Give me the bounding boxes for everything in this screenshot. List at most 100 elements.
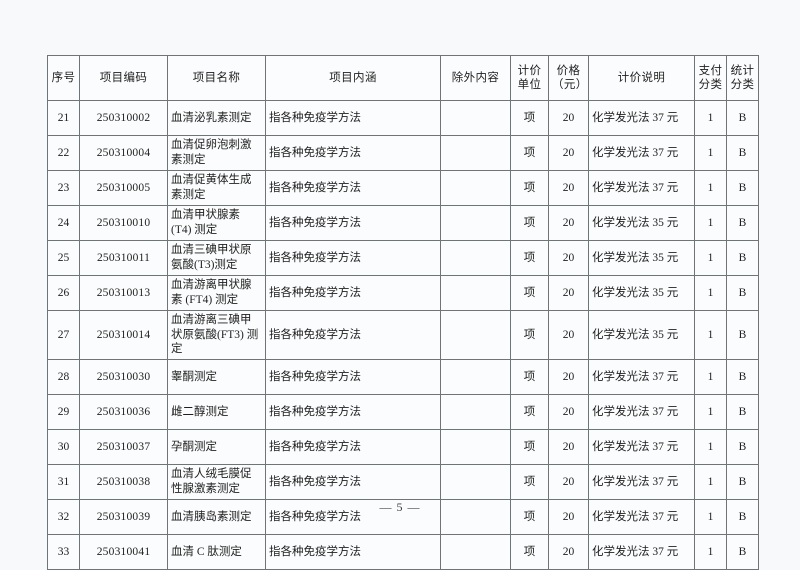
cell-exclude <box>440 100 511 136</box>
cell-pay: 1 <box>694 170 727 206</box>
cell-unit: 项 <box>510 100 549 136</box>
cell-unit: 项 <box>510 240 549 276</box>
cell-name: 血清游离三碘甲状原氨酸(FT3) 测定 <box>167 309 266 361</box>
cell-unit: 项 <box>510 359 549 396</box>
cell-stat: B <box>726 240 759 276</box>
column-header-pay-line1: 支付 <box>698 64 723 77</box>
cell-stat: B <box>726 100 759 136</box>
cell-seq: 28 <box>47 359 80 396</box>
cell-unit: 项 <box>510 394 549 431</box>
cell-pay: 1 <box>694 464 727 501</box>
cell-stat: B <box>726 534 759 570</box>
cell-pay: 1 <box>694 135 727 171</box>
cell-desc: 化学发光法 37 元 <box>588 135 695 171</box>
column-header-content: 项目内涵 <box>265 55 441 101</box>
price-table-container: 序号 项目编码 项目名称 项目内涵 除外内容 计价 单位 价格 （元） 计价说明 <box>47 55 759 570</box>
cell-price: 20 <box>548 240 589 276</box>
cell-price: 20 <box>548 205 589 241</box>
cell-desc: 化学发光法 37 元 <box>588 429 695 466</box>
cell-stat: B <box>726 429 759 466</box>
cell-exclude <box>440 170 511 206</box>
cell-desc: 化学发光法 37 元 <box>588 100 695 136</box>
column-header-unit-line1: 计价 <box>517 64 542 77</box>
cell-unit: 项 <box>510 170 549 206</box>
cell-content: 指各种免疫学方法 <box>265 240 441 276</box>
cell-code: 250310010 <box>79 205 168 241</box>
cell-price: 20 <box>548 499 589 536</box>
cell-desc: 化学发光法 37 元 <box>588 499 695 536</box>
cell-content: 指各种免疫学方法 <box>265 499 441 536</box>
cell-code: 250310030 <box>79 359 168 396</box>
cell-exclude <box>440 240 511 276</box>
cell-desc: 化学发光法 35 元 <box>588 240 695 276</box>
cell-seq: 31 <box>47 464 80 501</box>
cell-exclude <box>440 205 511 241</box>
cell-price: 20 <box>548 534 589 570</box>
cell-name: 血清甲状腺素 (T4) 测定 <box>167 205 266 241</box>
table-header-row: 序号 项目编码 项目名称 项目内涵 除外内容 计价 单位 价格 （元） 计价说明 <box>47 55 759 101</box>
cell-price: 20 <box>548 394 589 431</box>
cell-desc: 化学发光法 35 元 <box>588 205 695 241</box>
cell-exclude <box>440 464 511 501</box>
cell-seq: 29 <box>47 394 80 431</box>
cell-content: 指各种免疫学方法 <box>265 275 441 311</box>
table-row: 22 250310004 血清促卵泡刺激素测定 指各种免疫学方法 项 20 化学发光法 37… <box>47 135 759 171</box>
column-header-name-label: 项目名称 <box>192 71 241 84</box>
cell-name: 血清三碘甲状原氨酸(T3)测定 <box>167 240 266 276</box>
cell-content: 指各种免疫学方法 <box>265 534 441 570</box>
cell-content: 指各种免疫学方法 <box>265 135 441 171</box>
cell-content: 指各种免疫学方法 <box>265 394 441 431</box>
cell-pay: 1 <box>694 205 727 241</box>
cell-price: 20 <box>548 135 589 171</box>
cell-desc: 化学发光法 35 元 <box>588 309 695 361</box>
cell-desc: 化学发光法 37 元 <box>588 170 695 206</box>
page-number-footer: — 5 — <box>379 500 421 514</box>
cell-pay: 1 <box>694 275 727 311</box>
table-row: 26 250310013 血清游离甲状腺素 (FT4) 测定 指各种免疫学方法 项 20 化… <box>47 275 759 311</box>
cell-unit: 项 <box>510 534 549 570</box>
cell-exclude <box>440 394 511 431</box>
cell-unit: 项 <box>510 464 549 501</box>
cell-seq: 30 <box>47 429 80 466</box>
cell-content: 指各种免疫学方法 <box>265 309 441 361</box>
cell-stat: B <box>726 275 759 311</box>
cell-content: 指各种免疫学方法 <box>265 205 441 241</box>
cell-exclude <box>440 309 511 361</box>
cell-name: 孕酮测定 <box>167 429 266 466</box>
cell-pay: 1 <box>694 240 727 276</box>
cell-desc: 化学发光法 37 元 <box>588 359 695 396</box>
cell-code: 250310039 <box>79 499 168 536</box>
cell-code: 250310013 <box>79 275 168 311</box>
cell-price: 20 <box>548 359 589 396</box>
table-row: 33 250310041 血清 C 肽测定 指各种免疫学方法 项 20 化学发光法 37 元… <box>47 534 759 570</box>
cell-code: 250310011 <box>79 240 168 276</box>
column-header-unit: 计价 单位 <box>510 55 549 101</box>
cell-seq: 22 <box>47 135 80 171</box>
cell-price: 20 <box>548 309 589 361</box>
cell-code: 250310041 <box>79 534 168 570</box>
cell-price: 20 <box>548 429 589 466</box>
column-header-code: 项目编码 <box>79 55 168 101</box>
column-header-stat: 统计 分类 <box>726 55 759 101</box>
table-row: 23 250310005 血清促黄体生成素测定 指各种免疫学方法 项 20 化学发光法 37… <box>47 170 759 206</box>
cell-seq: 26 <box>47 275 80 311</box>
cell-content: 指各种免疫学方法 <box>265 359 441 396</box>
cell-unit: 项 <box>510 205 549 241</box>
cell-pay: 1 <box>694 429 727 466</box>
cell-seq: 33 <box>47 534 80 570</box>
cell-desc: 化学发光法 37 元 <box>588 464 695 501</box>
cell-price: 20 <box>548 275 589 311</box>
cell-stat: B <box>726 135 759 171</box>
cell-seq: 23 <box>47 170 80 206</box>
cell-pay: 1 <box>694 359 727 396</box>
column-header-exclude-label: 除外内容 <box>451 71 500 84</box>
cell-code: 250310036 <box>79 394 168 431</box>
cell-unit: 项 <box>510 499 549 536</box>
cell-unit: 项 <box>510 275 549 311</box>
cell-name: 睾酮测定 <box>167 359 266 396</box>
